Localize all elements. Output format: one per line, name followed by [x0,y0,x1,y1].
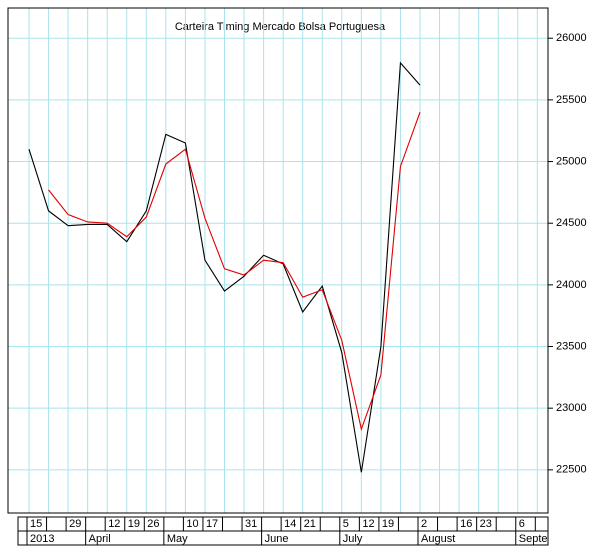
month-label: June [265,533,289,545]
plot-frame [7,7,549,514]
x-tick-label: 6 [519,518,525,530]
x-tick-label: 12 [362,518,374,530]
chart-title: Carteira Timing Mercado Bolsa Portuguesa [175,21,386,33]
x-tick-label: 15 [30,518,42,530]
x-tick-label: 10 [186,518,198,530]
x-tick-label: 14 [284,518,296,530]
x-tick-label: 2 [421,518,427,530]
y-tick-label: 23500 [556,340,587,352]
month-label: August [421,533,455,545]
month-label: May [167,533,188,545]
y-tick-label: 22500 [556,464,587,476]
y-tick-label: 23000 [556,402,587,414]
x-tick-label: 19 [128,518,140,530]
x-tick-label: 23 [480,518,492,530]
month-label: Septe [519,533,548,545]
x-tick-label: 31 [245,518,257,530]
x-tick-label: 21 [304,518,316,530]
x-tick-label: 5 [343,518,349,530]
x-tick-label: 29 [69,518,81,530]
series-line [28,61,421,473]
month-label: July [343,533,363,545]
month-label: April [89,533,111,545]
x-tick-label: 16 [460,518,472,530]
y-tick-label: 25000 [556,155,587,167]
x-tick-label: 17 [206,518,218,530]
y-tick-label: 25500 [556,94,587,106]
x-tick-label: 26 [147,518,159,530]
month-label: 2013 [30,533,54,545]
x-tick-label: 19 [382,518,394,530]
y-tick-label: 26000 [556,32,587,44]
y-tick-label: 24500 [556,217,587,229]
y-tick-label: 24000 [556,279,587,291]
series-line [48,112,421,432]
x-tick-label: 12 [108,518,120,530]
